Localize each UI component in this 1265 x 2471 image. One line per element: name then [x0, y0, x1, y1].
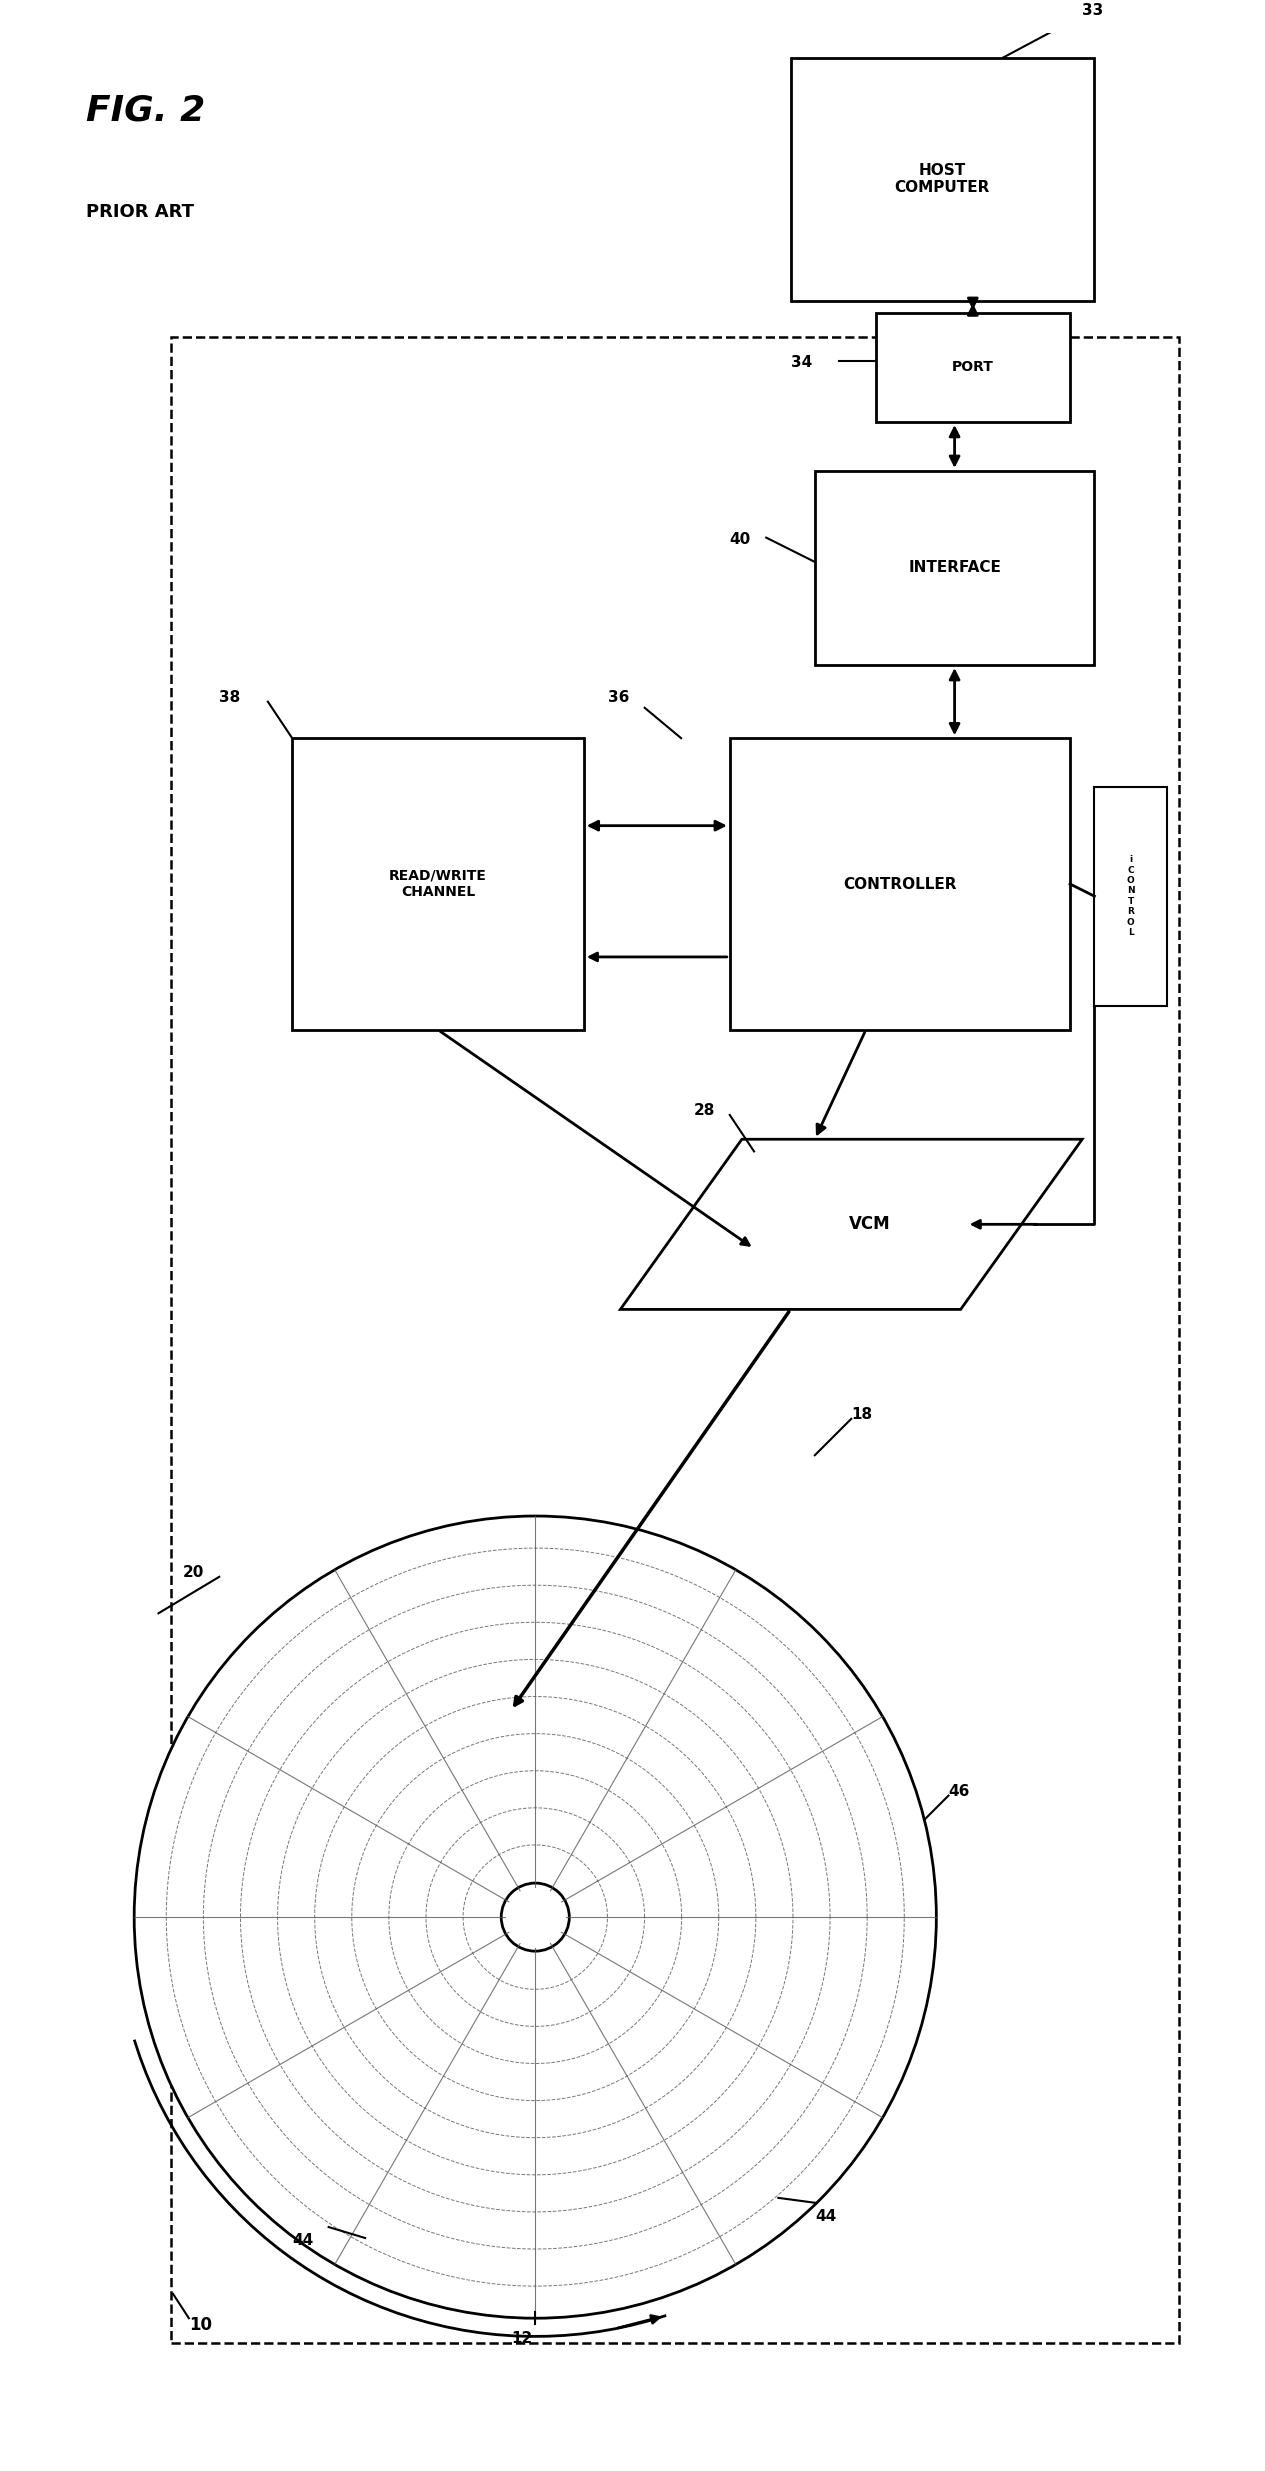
Bar — [171, 336, 1179, 2343]
Text: 44: 44 — [815, 2209, 836, 2224]
Text: 44: 44 — [292, 2234, 314, 2249]
Text: 20: 20 — [183, 1564, 204, 1579]
Text: CONTROLLER: CONTROLLER — [844, 877, 956, 892]
Text: INTERFACE: INTERFACE — [908, 561, 1001, 576]
Text: VCM: VCM — [849, 1216, 891, 1233]
Text: 33: 33 — [1082, 2, 1103, 17]
Bar — [1094, 786, 1168, 1006]
Text: 34: 34 — [791, 356, 812, 371]
Text: 12: 12 — [511, 2330, 533, 2345]
Text: 10: 10 — [188, 2315, 211, 2335]
Text: PORT: PORT — [951, 361, 994, 376]
Text: 40: 40 — [730, 531, 751, 546]
Text: 46: 46 — [949, 1784, 970, 1799]
Bar — [791, 57, 1094, 301]
Bar — [730, 739, 1070, 1030]
Polygon shape — [620, 1139, 1082, 1310]
Text: HOST
COMPUTER: HOST COMPUTER — [894, 163, 990, 195]
Bar — [875, 314, 1070, 423]
Circle shape — [501, 1883, 569, 1952]
Text: i
C
O
N
T
R
O
L: i C O N T R O L — [1127, 855, 1135, 937]
Text: 18: 18 — [851, 1406, 873, 1421]
Circle shape — [134, 1517, 936, 2318]
Text: 38: 38 — [219, 689, 240, 704]
Text: 36: 36 — [608, 689, 630, 704]
Text: FIG. 2: FIG. 2 — [86, 94, 205, 128]
Bar — [815, 472, 1094, 665]
Text: PRIOR ART: PRIOR ART — [86, 203, 194, 222]
Text: READ/WRITE
CHANNEL: READ/WRITE CHANNEL — [390, 870, 487, 899]
Text: 28: 28 — [693, 1102, 715, 1117]
Bar — [292, 739, 584, 1030]
